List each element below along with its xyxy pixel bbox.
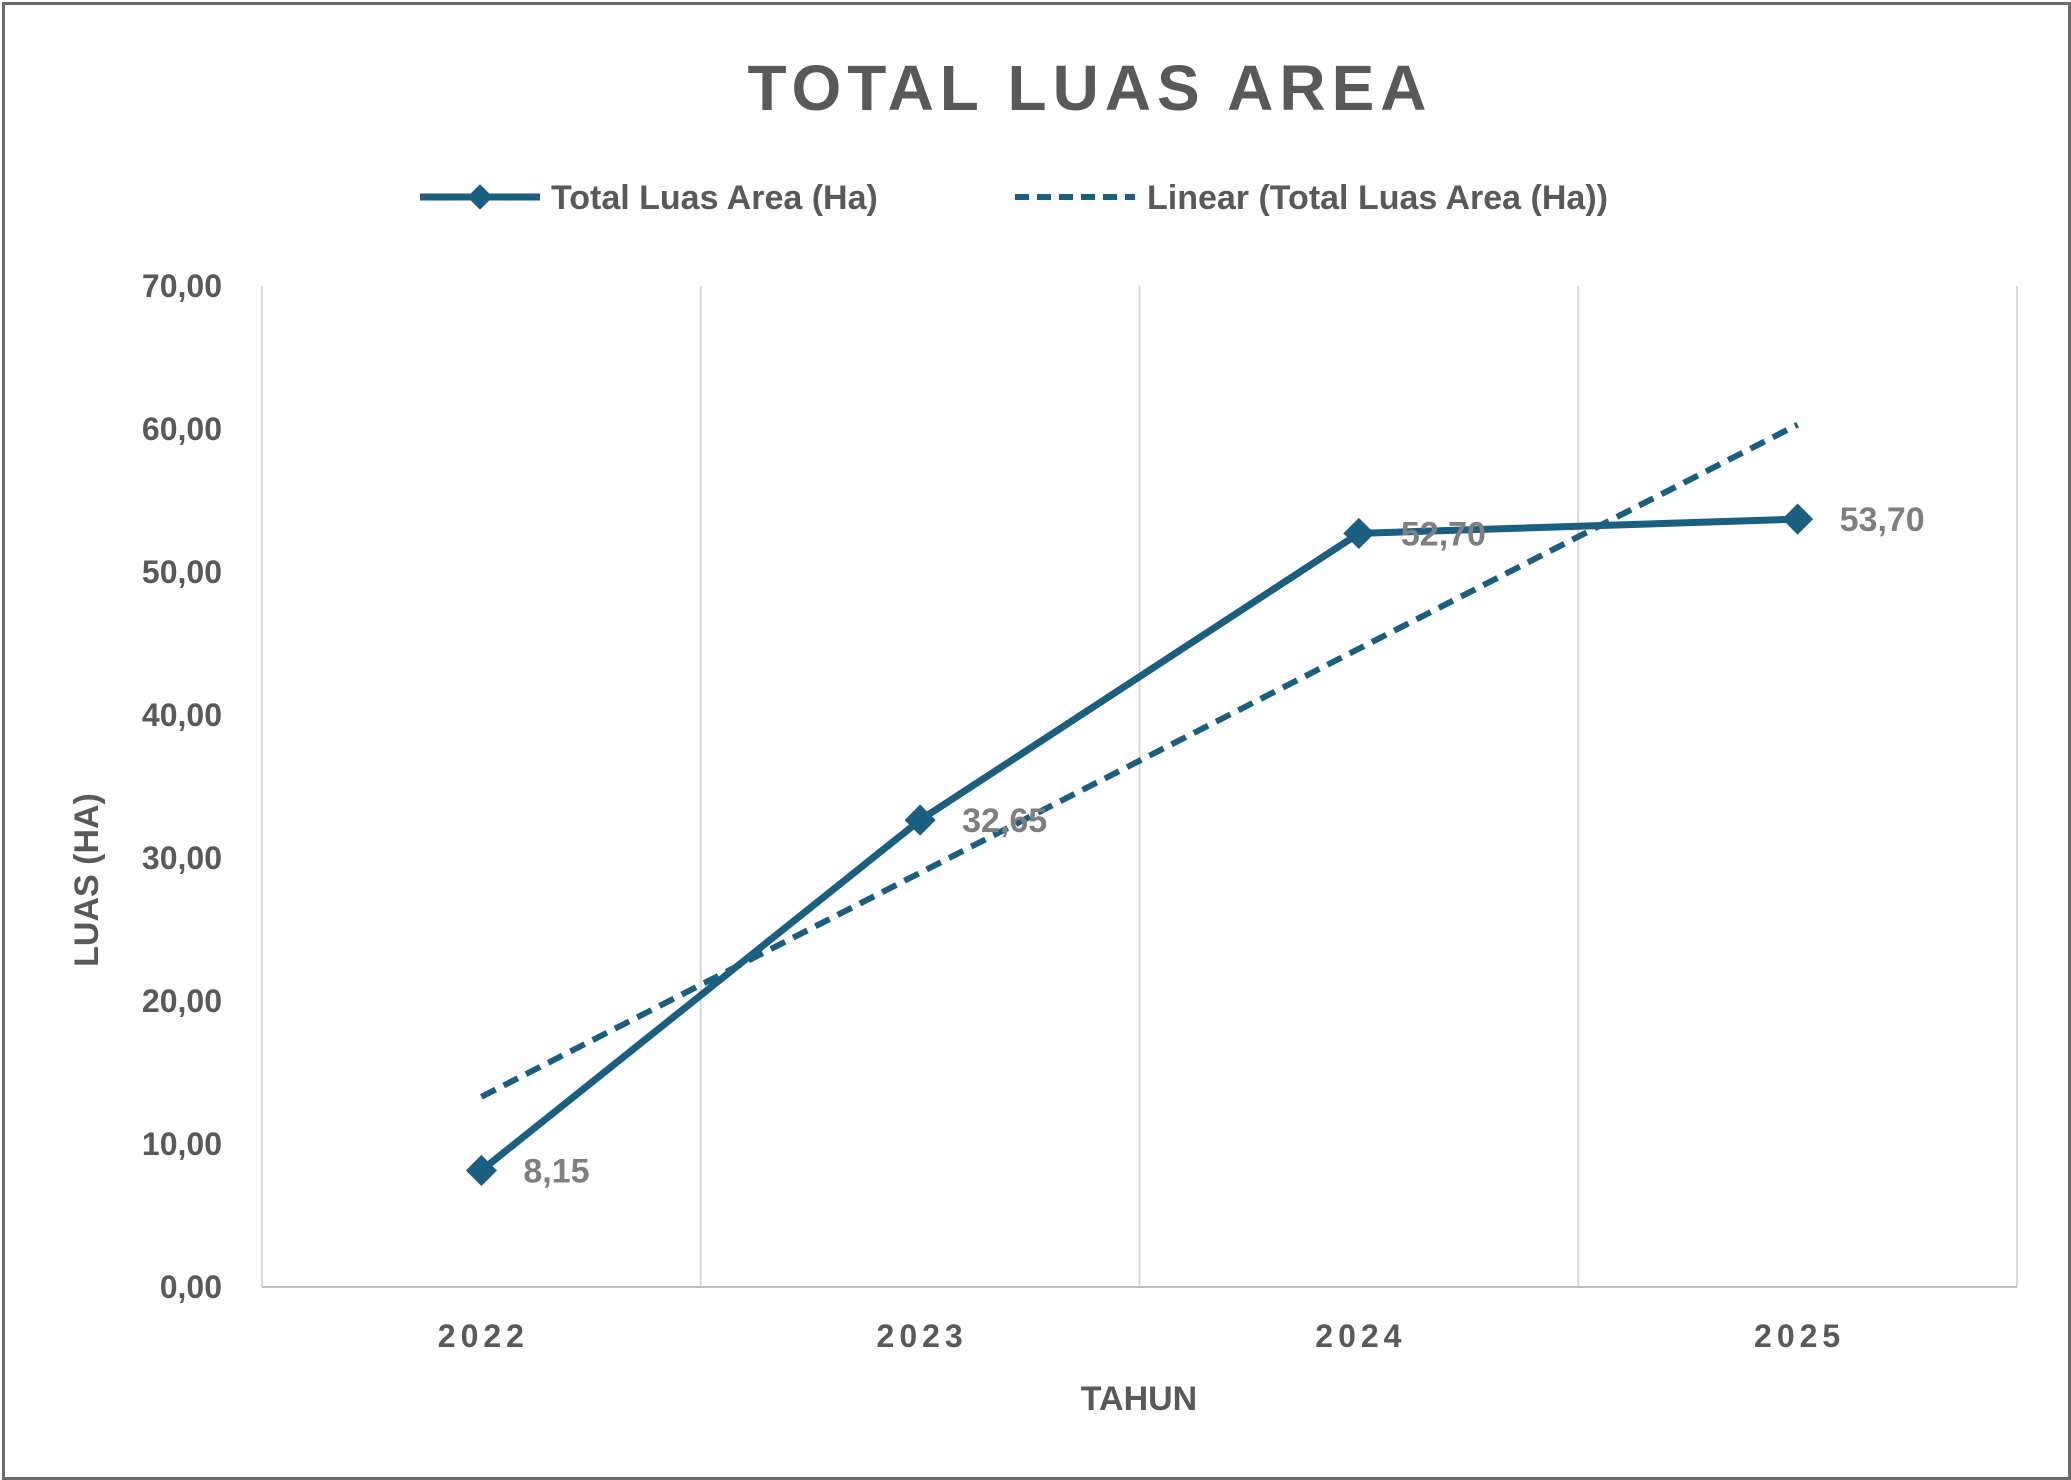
y-tick-label: 60,00 (142, 411, 222, 447)
y-tick-label: 0,00 (160, 1269, 222, 1305)
y-tick-label: 40,00 (142, 697, 222, 733)
x-tick-label: 2025 (1754, 1318, 1845, 1354)
chart-title: TOTAL LUAS AREA (748, 52, 1433, 124)
gridlines (261, 286, 2018, 1288)
legend-item-series: Total Luas Area (Ha) (420, 179, 878, 217)
y-tick-label: 20,00 (142, 983, 222, 1019)
data-label: 32,65 (962, 802, 1047, 840)
x-tick-label: 2022 (438, 1318, 529, 1354)
data-labels: 8,15 32,65 52,70 53,70 (523, 501, 1924, 1190)
y-axis-ticks: 0,00 10,00 20,00 30,00 40,00 50,00 60,00 70,00 (142, 268, 222, 1305)
legend-item-trendline: Linear (Total Luas Area (Ha)) (1015, 179, 1608, 217)
data-label: 53,70 (1840, 501, 1925, 539)
legend-trendline-label: Linear (Total Luas Area (Ha)) (1147, 179, 1608, 217)
legend: Total Luas Area (Ha) Linear (Total Luas … (420, 179, 1608, 217)
y-axis-title: LUAS (HA) (68, 793, 106, 967)
data-point-marker (465, 1154, 497, 1187)
series-line (479, 515, 1798, 1174)
y-tick-label: 10,00 (142, 1126, 222, 1162)
legend-series-marker (467, 184, 493, 210)
legend-series-label: Total Luas Area (Ha) (551, 179, 878, 217)
trendline (480, 421, 1799, 1100)
x-tick-label: 2023 (877, 1318, 968, 1354)
x-axis-ticks: 2022 2023 2024 2025 (438, 1318, 1845, 1354)
x-tick-label: 2024 (1315, 1318, 1406, 1354)
data-label: 52,70 (1401, 515, 1486, 553)
y-tick-label: 50,00 (142, 554, 222, 590)
y-tick-label: 30,00 (142, 840, 222, 876)
data-label: 8,15 (523, 1152, 589, 1190)
data-point-marker (1782, 503, 1814, 535)
y-tick-label: 70,00 (142, 268, 222, 304)
trendline-path (480, 421, 1799, 1100)
x-axis-title: TAHUN (1081, 1380, 1197, 1418)
